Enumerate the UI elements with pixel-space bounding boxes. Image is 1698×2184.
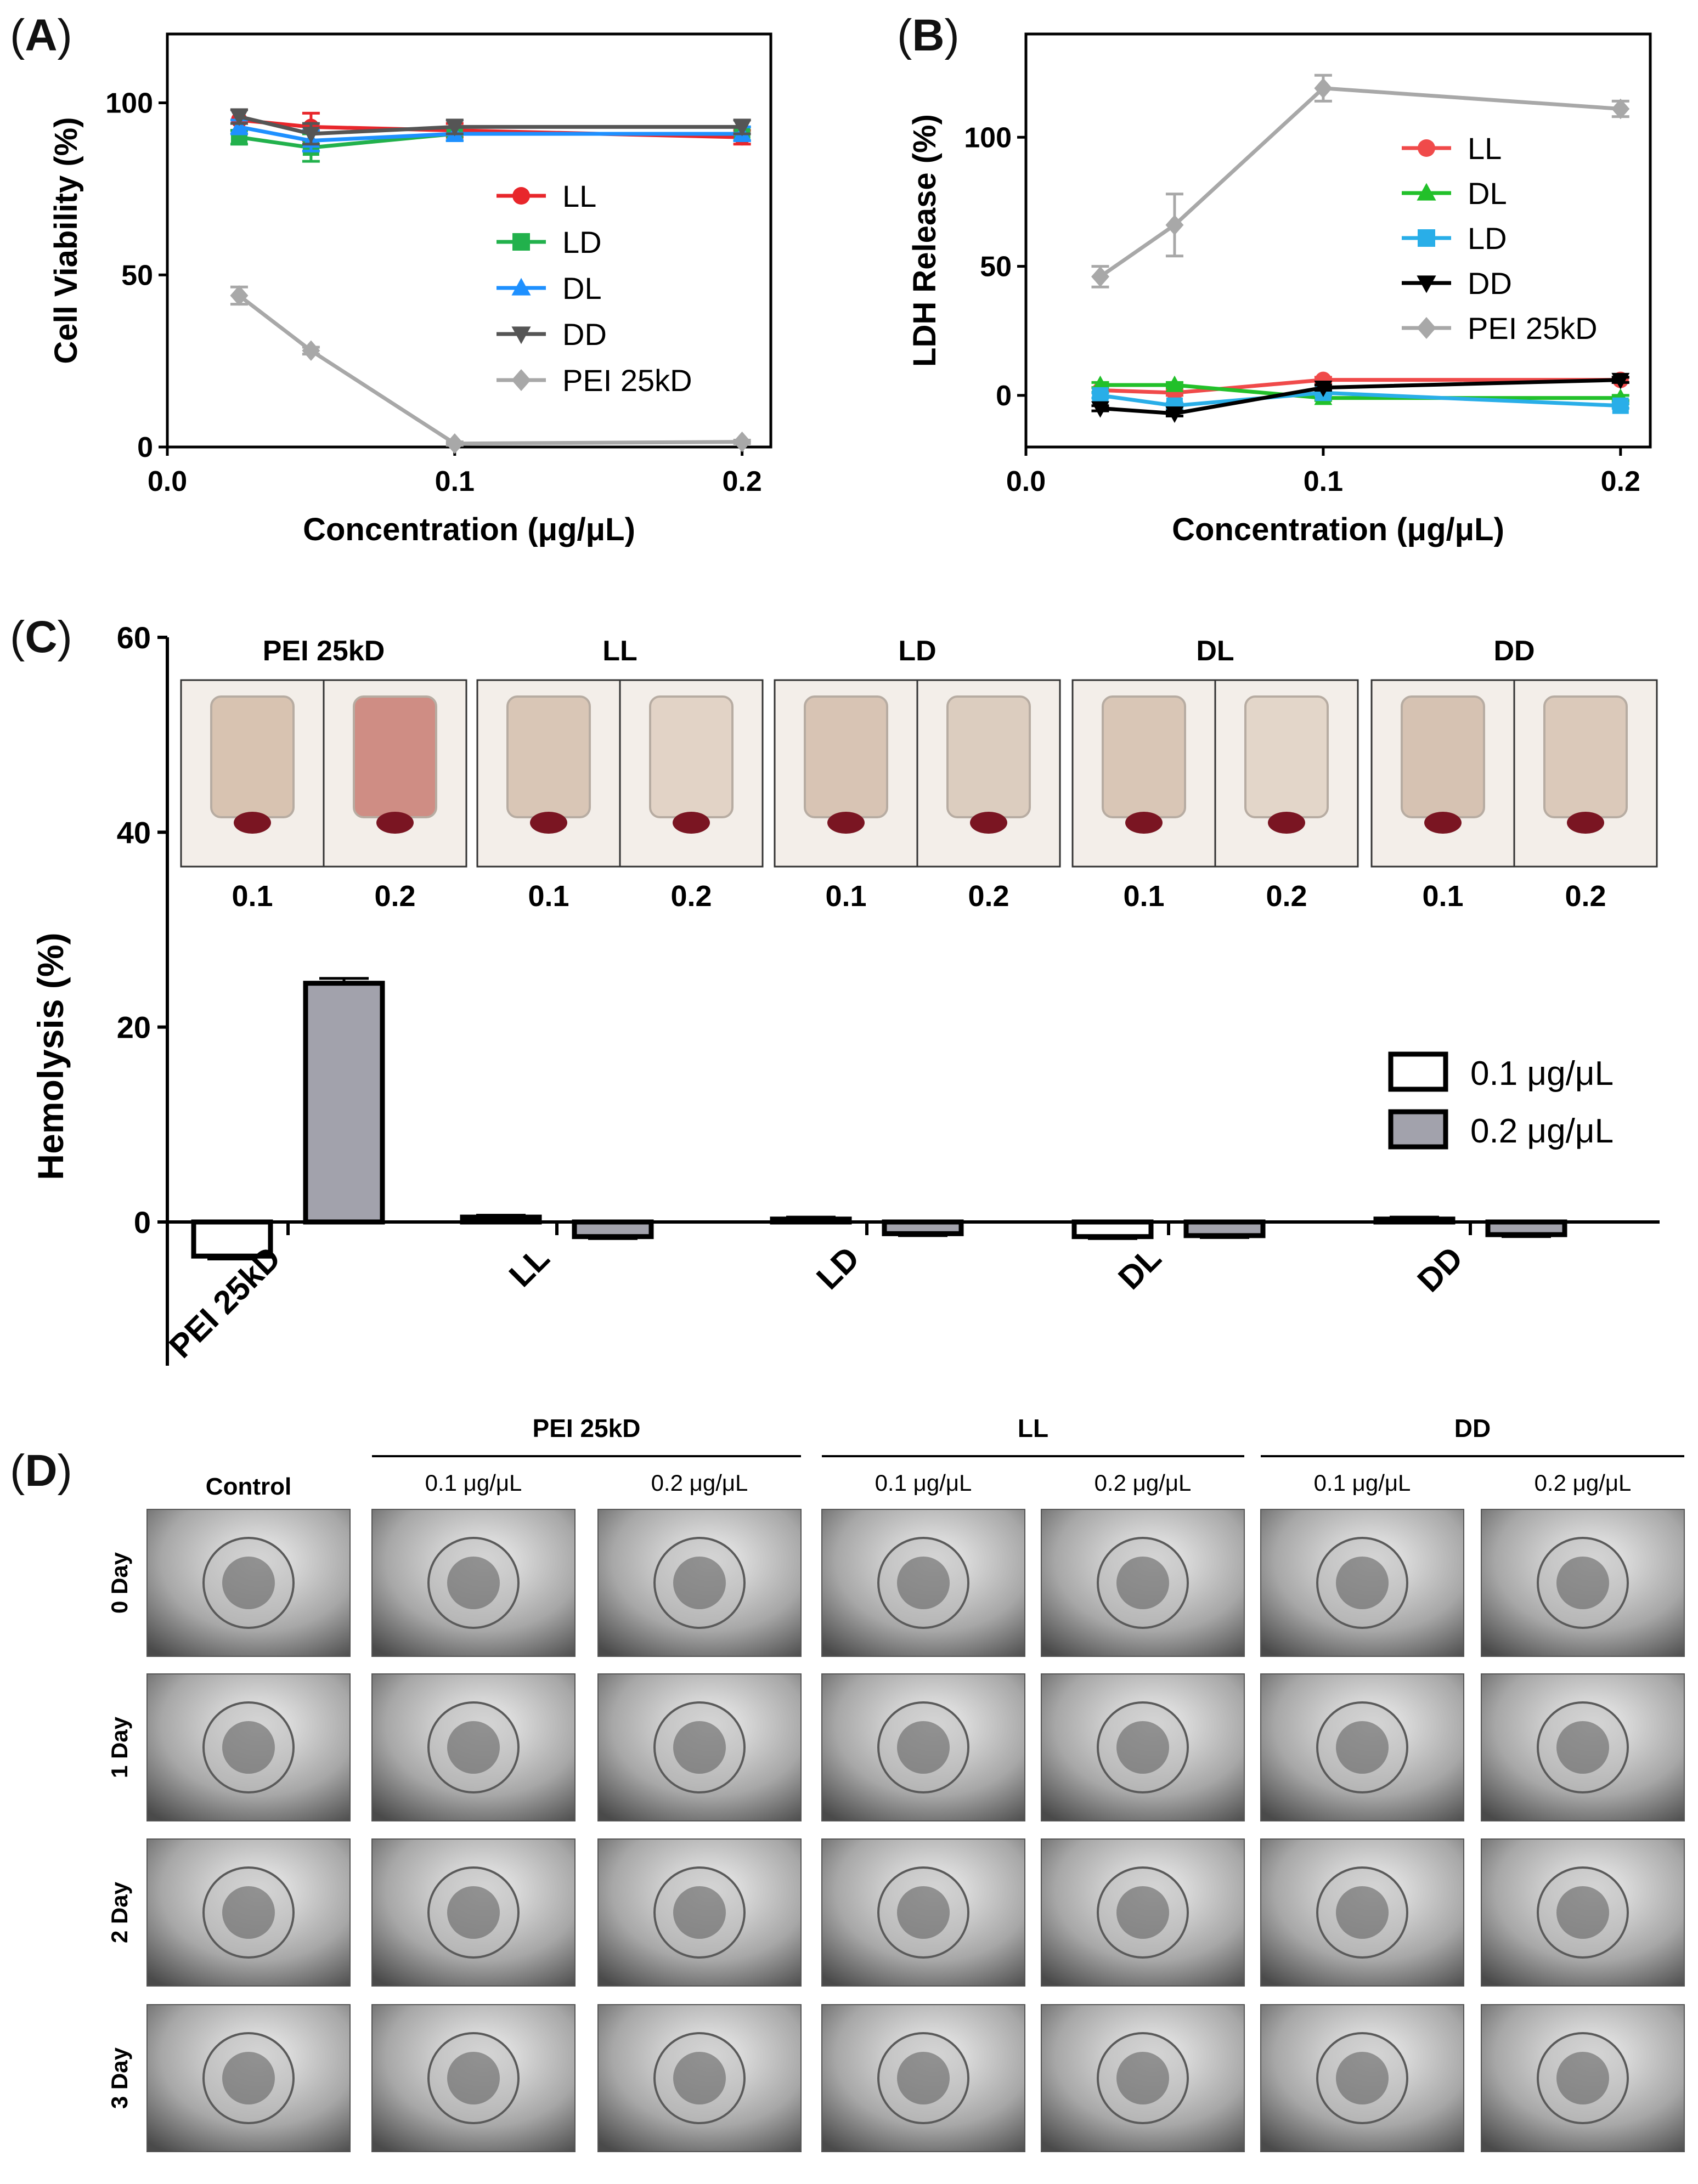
panel-label-a: (A) <box>10 10 72 61</box>
panel-label-d-open: ( <box>10 1446 25 1496</box>
panel-label-d-letter: D <box>25 1446 58 1496</box>
panel-label-d-close: ) <box>57 1446 72 1496</box>
panel-label-c-open: ( <box>10 612 25 662</box>
panel-label-c-close: ) <box>57 612 72 662</box>
panel-label-d: (D) <box>10 1445 72 1497</box>
panel-label-b-letter: B <box>912 10 945 60</box>
panel-label-c-letter: C <box>25 612 58 662</box>
panel-label-b: (B) <box>897 10 960 61</box>
panel-label-c: (C) <box>10 612 72 663</box>
panel-label-a-close: ) <box>57 10 72 60</box>
panel-label-b-close: ) <box>944 10 960 60</box>
panel-label-a-open: ( <box>10 10 25 60</box>
panel-label-b-open: ( <box>897 10 912 60</box>
panel-label-a-letter: A <box>25 10 58 60</box>
